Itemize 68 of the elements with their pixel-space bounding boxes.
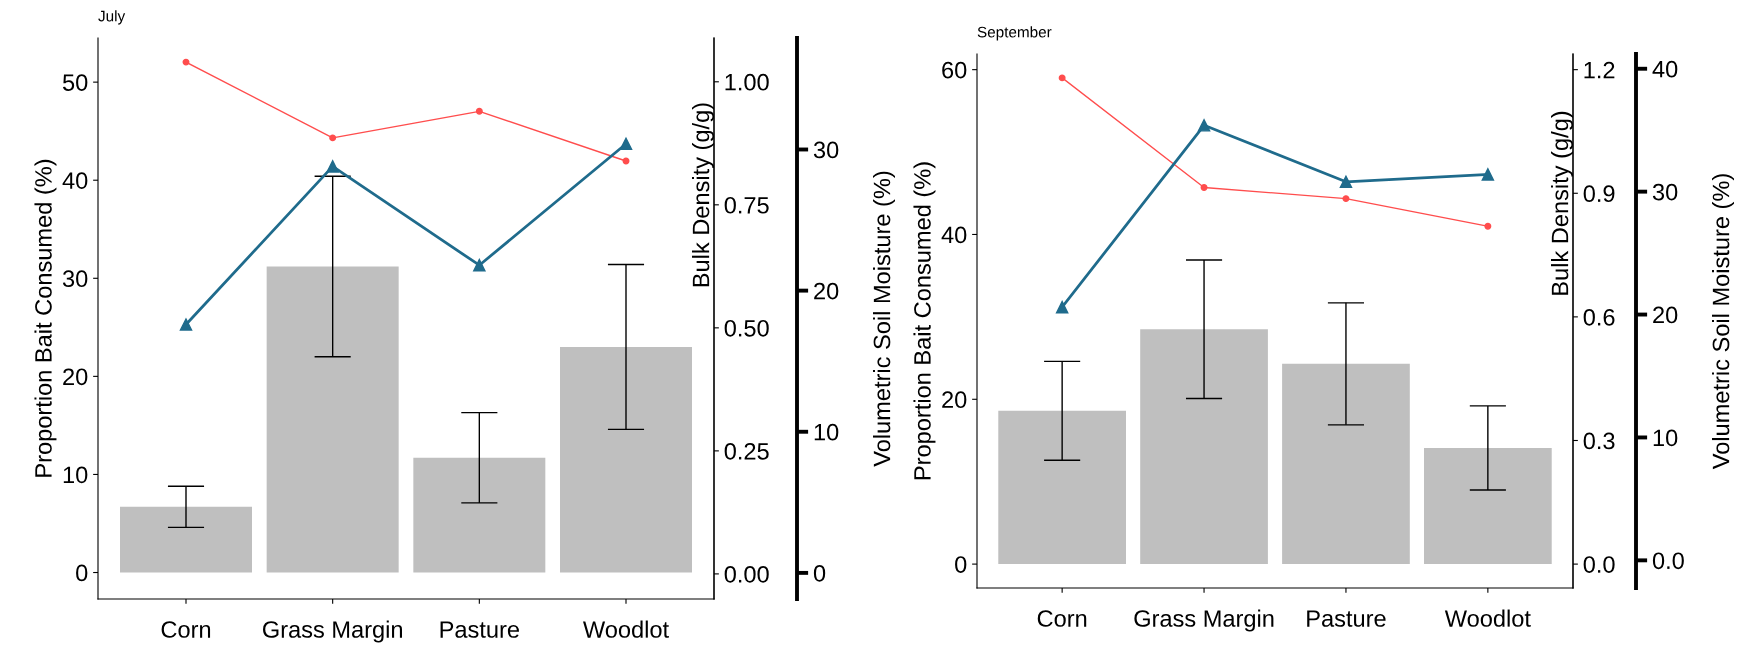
point: [182, 58, 190, 66]
bar: [413, 457, 546, 573]
point: [1484, 222, 1492, 230]
y2-tick-label: 0.0: [1583, 556, 1615, 573]
point: [1055, 300, 1069, 314]
y2-tick-label: 0.75: [724, 196, 769, 214]
x-tick-label: Grass Margin: [263, 620, 402, 643]
y-tick-label: 20: [63, 368, 88, 386]
y2-tick-label: 0.3: [1583, 432, 1615, 450]
y2-tick-label: 0.50: [724, 319, 769, 337]
y3-tick-label: 30: [813, 141, 839, 159]
y3-tick-label: 10: [1653, 429, 1678, 447]
y3-tick-label: 30: [1652, 183, 1678, 201]
point: [1339, 175, 1353, 189]
y-tick-label: 30: [62, 270, 88, 288]
y-tick-label: 40: [62, 172, 88, 189]
y3-tick-label: 0.0: [1652, 552, 1684, 570]
x-tick-label: Woodlot: [1444, 609, 1531, 627]
bar: [266, 266, 399, 573]
point: [1197, 119, 1211, 132]
point: [326, 160, 339, 173]
y-axis-title: Proportion Bait Consumed (%): [34, 159, 57, 477]
x-tick-label: Woodlot: [583, 620, 669, 638]
bar: [560, 346, 692, 573]
y3-axis-title: Volumetric Soil Moisture (%): [873, 171, 895, 467]
y3-tick-label: 20: [1653, 306, 1678, 324]
y-tick-label: 60: [942, 61, 967, 79]
chart-title: July: [98, 10, 126, 25]
y-tick-label: 0: [955, 556, 967, 573]
point: [475, 107, 483, 115]
y3-tick-label: 40: [1652, 60, 1678, 78]
point: [1058, 74, 1066, 82]
y3-tick-label: 0: [813, 564, 826, 582]
y3-axis-title: Volumetric Soil Moisture (%): [1712, 174, 1734, 470]
y-tick-label: 20: [942, 391, 967, 409]
bar: [1140, 329, 1268, 565]
y2-tick-label: 1.00: [725, 73, 769, 91]
y2-tick-label: 0.6: [1583, 308, 1615, 326]
bar: [1282, 363, 1410, 565]
x-tick-label: Pasture: [440, 621, 519, 638]
point: [1200, 184, 1208, 191]
y3-tick-label: 20: [814, 282, 839, 300]
y2-axis-title: Bulk Density (g/g): [1551, 111, 1574, 295]
y2-tick-label: 0.25: [724, 442, 769, 460]
point: [179, 318, 193, 331]
y2-tick-label: 1.2: [1584, 61, 1615, 79]
bar: [120, 506, 252, 573]
y2-tick-label: 0.00: [724, 565, 769, 583]
y-axis-title: Proportion Bait Consumed (%): [913, 162, 936, 480]
x-tick-label: Corn: [1037, 610, 1087, 627]
y-tick-label: 0: [76, 564, 88, 582]
y2-axis-title: Bulk Density (g/g): [692, 103, 715, 287]
x-tick-label: Grass Margin: [1134, 609, 1274, 632]
point: [329, 134, 337, 142]
y2-tick-label: 0.9: [1583, 185, 1615, 203]
x-tick-label: Pasture: [1307, 610, 1386, 627]
x-tick-label: Corn: [161, 621, 211, 638]
bar: [1424, 447, 1552, 565]
y-tick-label: 10: [63, 466, 88, 484]
y-tick-label: 50: [62, 74, 88, 91]
point: [619, 137, 633, 151]
y3-tick-label: 10: [814, 423, 839, 441]
point: [473, 258, 486, 272]
point: [1481, 168, 1495, 181]
y-tick-label: 40: [941, 226, 967, 244]
bar: [998, 410, 1126, 565]
chart-title: September: [977, 26, 1052, 41]
point: [1342, 195, 1350, 203]
